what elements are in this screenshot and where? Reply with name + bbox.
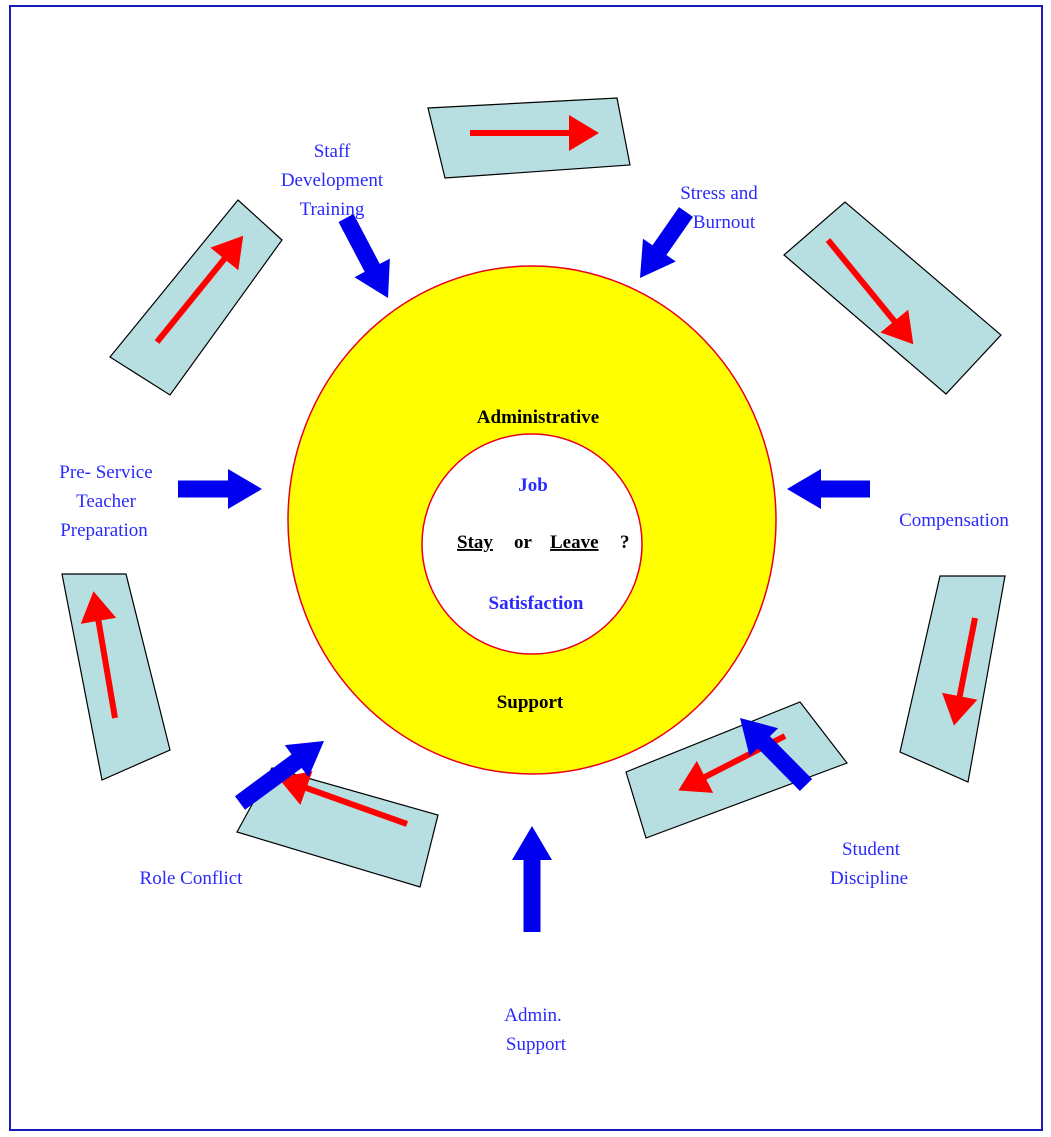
factor-compensation: Compensation [899,510,1009,531]
factor-label-line: Compensation [899,510,1009,531]
cycle-ring [61,97,1006,888]
factor-label-line: Role Conflict [140,868,244,889]
cycle-arrow [278,771,409,827]
cycle-segment-left [61,573,171,781]
factor-label-line: Development [281,170,384,191]
factor-arrows [178,207,870,932]
cycle-segment-upper-left [109,199,283,396]
cycle-segment-top [427,97,631,179]
outer-label-top: Administrative [477,407,599,428]
staff-development-arrow [338,214,390,298]
stay-word: Stay [457,532,493,553]
role-conflict-arrow [235,741,324,810]
inner-label-top: Job [518,475,548,496]
outer-label-bottom: Support [497,692,564,713]
or-word: or [514,532,533,553]
factor-label-line: Teacher [76,491,137,512]
factor-label-line: Staff [314,141,351,162]
factor-label-line: Preparation [60,520,148,541]
factor-label-line: Stress and [680,183,758,204]
factor-staff-development: Staff Development Training [281,141,384,220]
cycle-arrow [80,591,118,719]
admin-support-arrow [512,826,552,932]
factor-label-line: Training [300,199,365,220]
student-discipline-arrow [740,718,813,791]
factor-preservice-preparation: Pre- Service Teacher Preparation [59,462,152,541]
stay-or-leave-question: Stay or Leave ? [457,532,630,553]
question-mark: ? [620,532,630,553]
factor-label-line: Admin. [504,1005,562,1026]
cycle-segment-upper-right [783,201,1002,395]
stress-burnout-arrow [640,207,693,278]
factor-label-line: Student [842,839,901,860]
factor-label-line: Support [506,1034,567,1055]
inner-circle [421,433,643,655]
cycle-segment-lower-left [236,767,439,888]
factor-student-discipline: Student Discipline [830,839,908,889]
inner-label-bottom: Satisfaction [489,593,584,614]
compensation-arrow [787,469,870,509]
cycle-segment-right [899,575,1006,783]
factor-label-line: Burnout [693,212,756,233]
cycle-arrow [942,617,978,726]
factor-stress-burnout: Stress and Burnout [680,183,758,233]
cycle-arrow [825,238,914,345]
factor-admin-support: Admin. Support [504,1005,567,1055]
leave-word: Leave [550,532,599,553]
factor-label-line: Discipline [830,868,908,889]
factor-role-conflict: Role Conflict [140,868,244,889]
cycle-arrow [154,235,244,344]
factor-label-line: Pre- Service [59,462,152,483]
preservice-arrow [178,469,262,509]
